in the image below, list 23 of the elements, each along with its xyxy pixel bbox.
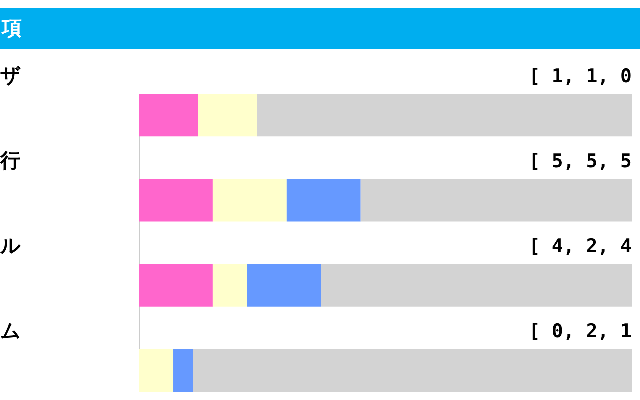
bar	[247, 264, 322, 307]
text: [ 1, 1, 0	[529, 65, 632, 88]
annotation: [ 5, 5, 5	[529, 150, 632, 172]
bar	[193, 349, 632, 392]
annotation: [ 4, 2, 4	[529, 236, 632, 258]
bar	[139, 94, 198, 137]
bar	[212, 179, 287, 222]
bar	[257, 94, 632, 137]
bar	[139, 349, 174, 392]
bar	[321, 264, 632, 307]
y-tick-label: 行	[0, 148, 20, 172]
y-tick-label: ム	[0, 318, 20, 343]
y-tick-label: ザ	[0, 63, 22, 88]
bar	[286, 179, 361, 222]
bar	[198, 94, 258, 137]
annotation: [ 0, 2, 1	[529, 320, 632, 343]
bar	[139, 264, 213, 307]
chart-title: 項	[2, 15, 22, 42]
bar	[212, 264, 248, 307]
bar	[139, 179, 213, 222]
bar	[174, 349, 194, 392]
bar	[360, 179, 632, 222]
y-tick-label: ル	[0, 234, 22, 258]
